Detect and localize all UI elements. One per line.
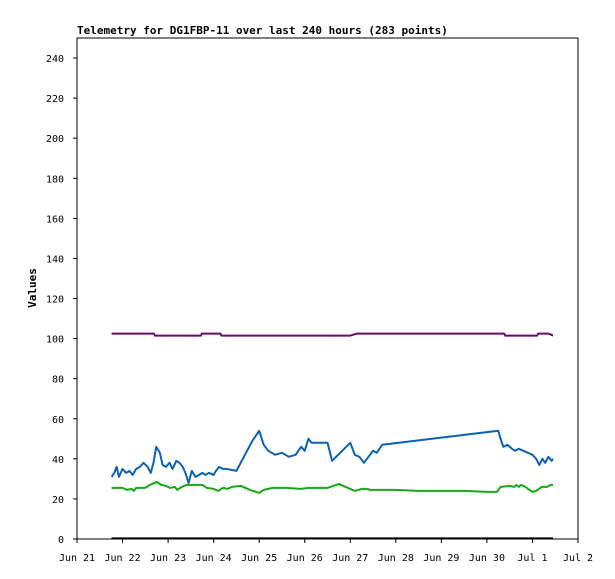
x-tick-label: Jun 24 bbox=[196, 553, 232, 564]
x-tick-label: Jun 26 bbox=[287, 553, 323, 564]
y-tick-label: 20 bbox=[52, 495, 64, 506]
y-tick-label: 240 bbox=[46, 54, 64, 65]
x-axis: Jun 21 Jun 22 Jun 23 Jun 24 Jun 25 Jun 26 Jun … bbox=[59, 539, 593, 564]
x-tick-label: Jun 22 bbox=[104, 553, 140, 564]
y-tick-label: 120 bbox=[46, 295, 64, 306]
x-tick-label: Jun 30 bbox=[469, 553, 505, 564]
series-line-0 bbox=[111, 332, 554, 337]
x-tick-label: Jun 21 bbox=[59, 553, 95, 564]
y-tick-label: 140 bbox=[46, 254, 64, 265]
y-tick-label: 200 bbox=[46, 134, 64, 145]
y-tick-label: 160 bbox=[46, 214, 64, 225]
series-line-2 bbox=[111, 480, 553, 494]
y-tick-label: 40 bbox=[52, 455, 64, 466]
x-tick-label: Jul 2 bbox=[563, 553, 593, 564]
series-line-1 bbox=[110, 429, 554, 484]
chart-title: Telemetry for DG1FBP-11 over last 240 ho… bbox=[77, 24, 448, 37]
x-tick-label: Jun 29 bbox=[423, 553, 459, 564]
x-tick-label: Jun 25 bbox=[241, 553, 277, 564]
y-tick-label: 60 bbox=[52, 415, 64, 426]
y-tick-label: 0 bbox=[58, 535, 64, 546]
y-tick-label: 180 bbox=[46, 174, 64, 185]
y-tick-label: 100 bbox=[46, 335, 64, 346]
x-tick-label: Jun 23 bbox=[150, 553, 186, 564]
y-tick-label: 80 bbox=[52, 375, 64, 386]
x-tick-label: Jul 1 bbox=[517, 553, 547, 564]
x-tick-label: Jun 27 bbox=[332, 553, 368, 564]
y-axis-label: Values bbox=[26, 268, 39, 308]
plot-frame bbox=[76, 37, 579, 540]
y-axis: 0 20 40 60 80 100 120 140 160 180 200 220 240 bbox=[46, 54, 77, 546]
x-tick-label: Jun 28 bbox=[378, 553, 414, 564]
y-tick-label: 220 bbox=[46, 94, 64, 105]
series-layer bbox=[110, 332, 554, 540]
